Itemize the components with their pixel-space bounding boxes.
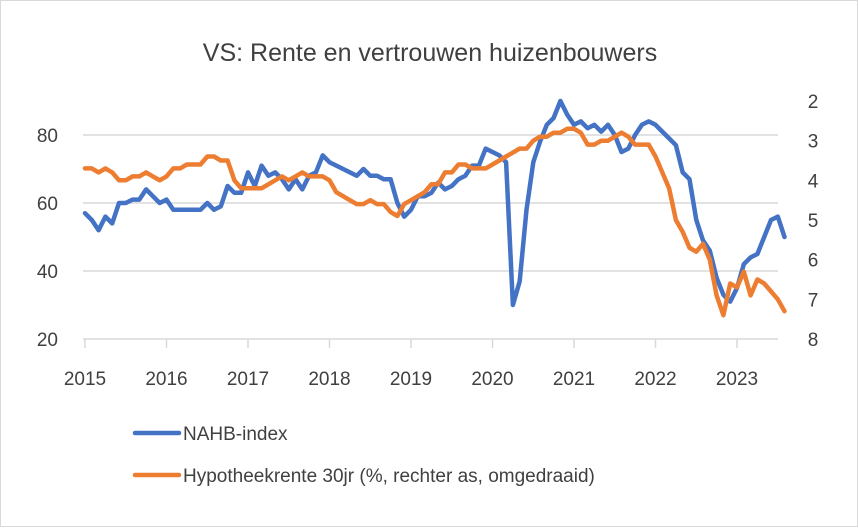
- series-line-mortgage-rate: [82, 126, 787, 318]
- left-tick-label: 40: [37, 262, 58, 283]
- left-tick-label: 60: [37, 194, 58, 215]
- x-tick-label: 2017: [227, 369, 269, 390]
- right-tick-label: 2: [808, 92, 819, 113]
- series-line-nahb: [82, 98, 787, 308]
- x-tick-label: 2020: [471, 369, 513, 390]
- chart-title: VS: Rente en vertrouwen huizenbouwers: [203, 39, 657, 67]
- x-tick-label: 2015: [64, 369, 106, 390]
- x-tick-label: 2019: [390, 369, 432, 390]
- x-tick-label: 2022: [634, 369, 676, 390]
- right-tick-label: 8: [808, 330, 819, 351]
- legend-label: Hypotheekrente 30jr (%, rechter as, omge…: [183, 466, 595, 487]
- legend-label: NAHB-index: [183, 424, 288, 445]
- right-tick-label: 4: [808, 171, 819, 192]
- right-tick-label: 6: [808, 251, 819, 272]
- right-tick-label: 3: [808, 132, 819, 153]
- left-tick-label: 80: [37, 126, 58, 147]
- right-tick-label: 7: [808, 290, 819, 311]
- left-tick-label: 20: [37, 330, 58, 351]
- x-tick-label: 2023: [716, 369, 758, 390]
- x-tick-label: 2018: [308, 369, 350, 390]
- x-tick-label: 2021: [553, 369, 595, 390]
- right-tick-label: 5: [808, 211, 819, 232]
- x-tick-label: 2016: [145, 369, 187, 390]
